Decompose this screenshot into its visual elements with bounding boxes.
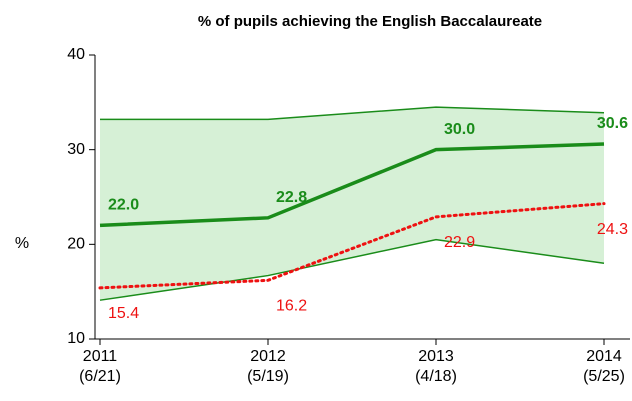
x-tick-sublabel: (4/18): [415, 368, 457, 385]
data-label: 16.2: [276, 298, 307, 315]
data-label: 15.4: [108, 305, 139, 322]
x-tick-label: 2013: [418, 348, 454, 365]
data-label: 30.6: [597, 115, 628, 132]
x-tick-sublabel: (5/19): [247, 368, 289, 385]
data-label: 22.0: [108, 197, 139, 214]
chart-title: % of pupils achieving the English Baccal…: [198, 13, 542, 30]
band-area: [100, 107, 604, 301]
x-tick-sublabel: (6/21): [79, 368, 121, 385]
y-tick-label: 20: [67, 236, 85, 253]
x-tick-label: 2014: [586, 348, 622, 365]
x-tick-label: 2012: [250, 348, 286, 365]
data-label: 24.3: [597, 221, 628, 238]
x-tick-label: 2011: [83, 348, 118, 365]
data-label: 30.0: [444, 121, 475, 138]
band-edge: [100, 106, 605, 121]
x-tick-sublabel: (5/25): [583, 368, 625, 385]
y-tick-label: 10: [67, 330, 85, 347]
data-label: 22.9: [444, 234, 475, 251]
y-tick-label: 30: [67, 141, 85, 158]
y-tick-label: 40: [67, 46, 85, 63]
series-line: [99, 142, 605, 228]
band-edge: [99, 238, 605, 301]
series-line: [98, 202, 606, 290]
data-label: 22.8: [276, 189, 307, 206]
y-axis-label: %: [15, 235, 29, 252]
